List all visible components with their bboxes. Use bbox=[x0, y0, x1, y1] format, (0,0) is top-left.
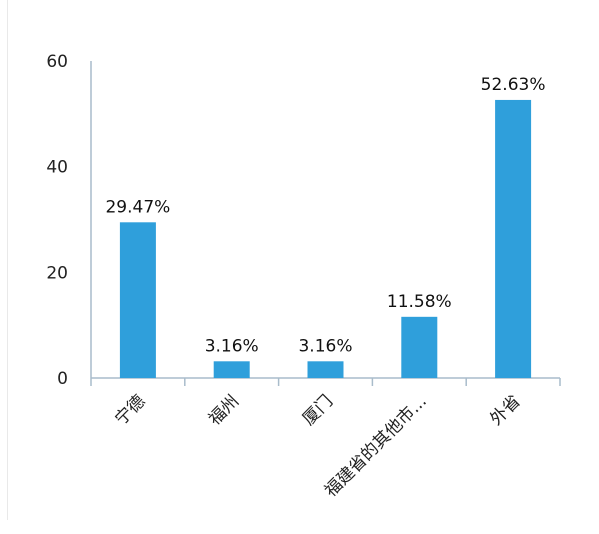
data-label: 3.16% bbox=[298, 336, 352, 356]
left-border-line bbox=[7, 0, 8, 520]
bar bbox=[401, 316, 438, 378]
bar bbox=[307, 361, 344, 378]
y-tick-label: 60 bbox=[46, 52, 68, 72]
y-tick-label: 40 bbox=[46, 158, 68, 178]
y-tick-label: 0 bbox=[57, 369, 68, 389]
bar bbox=[119, 222, 156, 378]
data-label: 29.47% bbox=[105, 197, 170, 217]
bar bbox=[495, 99, 532, 378]
x-tick-label: 外省 bbox=[486, 391, 524, 429]
x-tick-label: 厦门 bbox=[299, 391, 337, 429]
data-label: 11.58% bbox=[387, 292, 452, 312]
x-tick-label: 福州 bbox=[205, 391, 243, 429]
x-tick-label: 福建省的其他市... bbox=[321, 391, 431, 501]
data-label: 3.16% bbox=[205, 336, 259, 356]
bar bbox=[213, 361, 250, 378]
y-tick-label: 20 bbox=[46, 263, 68, 283]
data-label: 52.63% bbox=[481, 75, 546, 95]
x-tick-label: 宁德 bbox=[111, 391, 149, 429]
